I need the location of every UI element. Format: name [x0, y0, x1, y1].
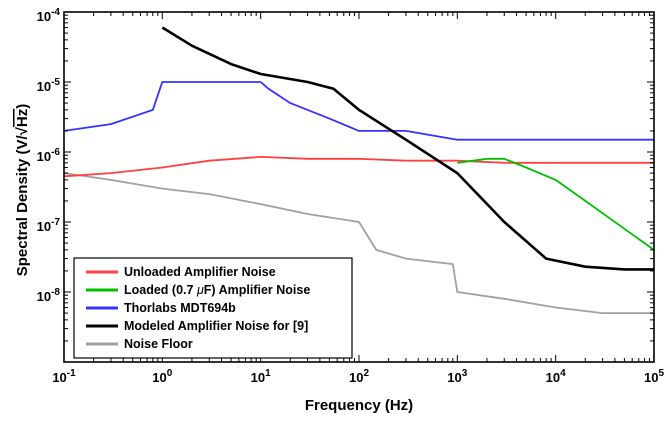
series-line-thorlabs-mdt694b	[64, 81, 654, 141]
legend-label-unloaded: Unloaded Amplifier Noise	[124, 265, 276, 279]
y-tick-label: 10-8	[37, 287, 61, 304]
x-tick-label: 105	[644, 368, 664, 385]
y-tick-label: 10-5	[37, 77, 61, 94]
series-line-unloaded-amplifier-noise	[64, 155, 654, 178]
series-line-modeled-amplifier-noise-for-9	[161, 26, 654, 271]
y-axis-label-text: Spectral Density (V/	[14, 135, 31, 277]
series-layer	[64, 26, 654, 315]
series-line-loaded-0-7-f-amplifier-noise	[457, 157, 654, 251]
y-tick-label: 10-6	[37, 147, 61, 164]
y-axis-label-radicand: Hz	[14, 109, 31, 127]
x-tick-label: 100	[152, 368, 172, 385]
y-axis-label-radical: √	[14, 126, 31, 135]
y-axis-label: Spectral Density (V/√Hz)	[14, 104, 31, 276]
legend-label-modeled: Modeled Amplifier Noise for [9]	[124, 319, 308, 333]
series-line-noise-floor	[64, 172, 654, 315]
legend-label-loaded: Loaded (0.7 μF) Amplifier Noise	[124, 283, 310, 297]
y-tick-label: 10-7	[37, 217, 61, 234]
x-tick-label: 101	[251, 368, 271, 385]
legend-box	[73, 257, 353, 359]
x-tick-label: 104	[546, 368, 566, 385]
legend-label-thorlabs: Thorlabs MDT694b	[124, 301, 236, 315]
y-tick-labels: 10-8 10-7 10-6 10-5 10-4	[37, 7, 61, 304]
x-tick-label: 10-1	[52, 368, 76, 385]
x-tick-label: 103	[447, 368, 467, 385]
svg-text:Spectral Density (V/√Hz): Spectral Density (V/√Hz)	[14, 104, 31, 276]
x-axis-label: Frequency (Hz)	[305, 397, 413, 414]
tick-marks	[63, 11, 655, 363]
x-tick-label: 102	[349, 368, 369, 385]
legend: Unloaded Amplifier Noise Loaded (0.7 μF)…	[73, 257, 353, 359]
y-axis-label-close: )	[14, 104, 31, 109]
x-tick-labels: 10-1 100 101 102 103 104 105	[52, 368, 664, 385]
y-tick-label: 10-4	[37, 7, 61, 24]
legend-label-noise-floor: Noise Floor	[124, 337, 193, 351]
